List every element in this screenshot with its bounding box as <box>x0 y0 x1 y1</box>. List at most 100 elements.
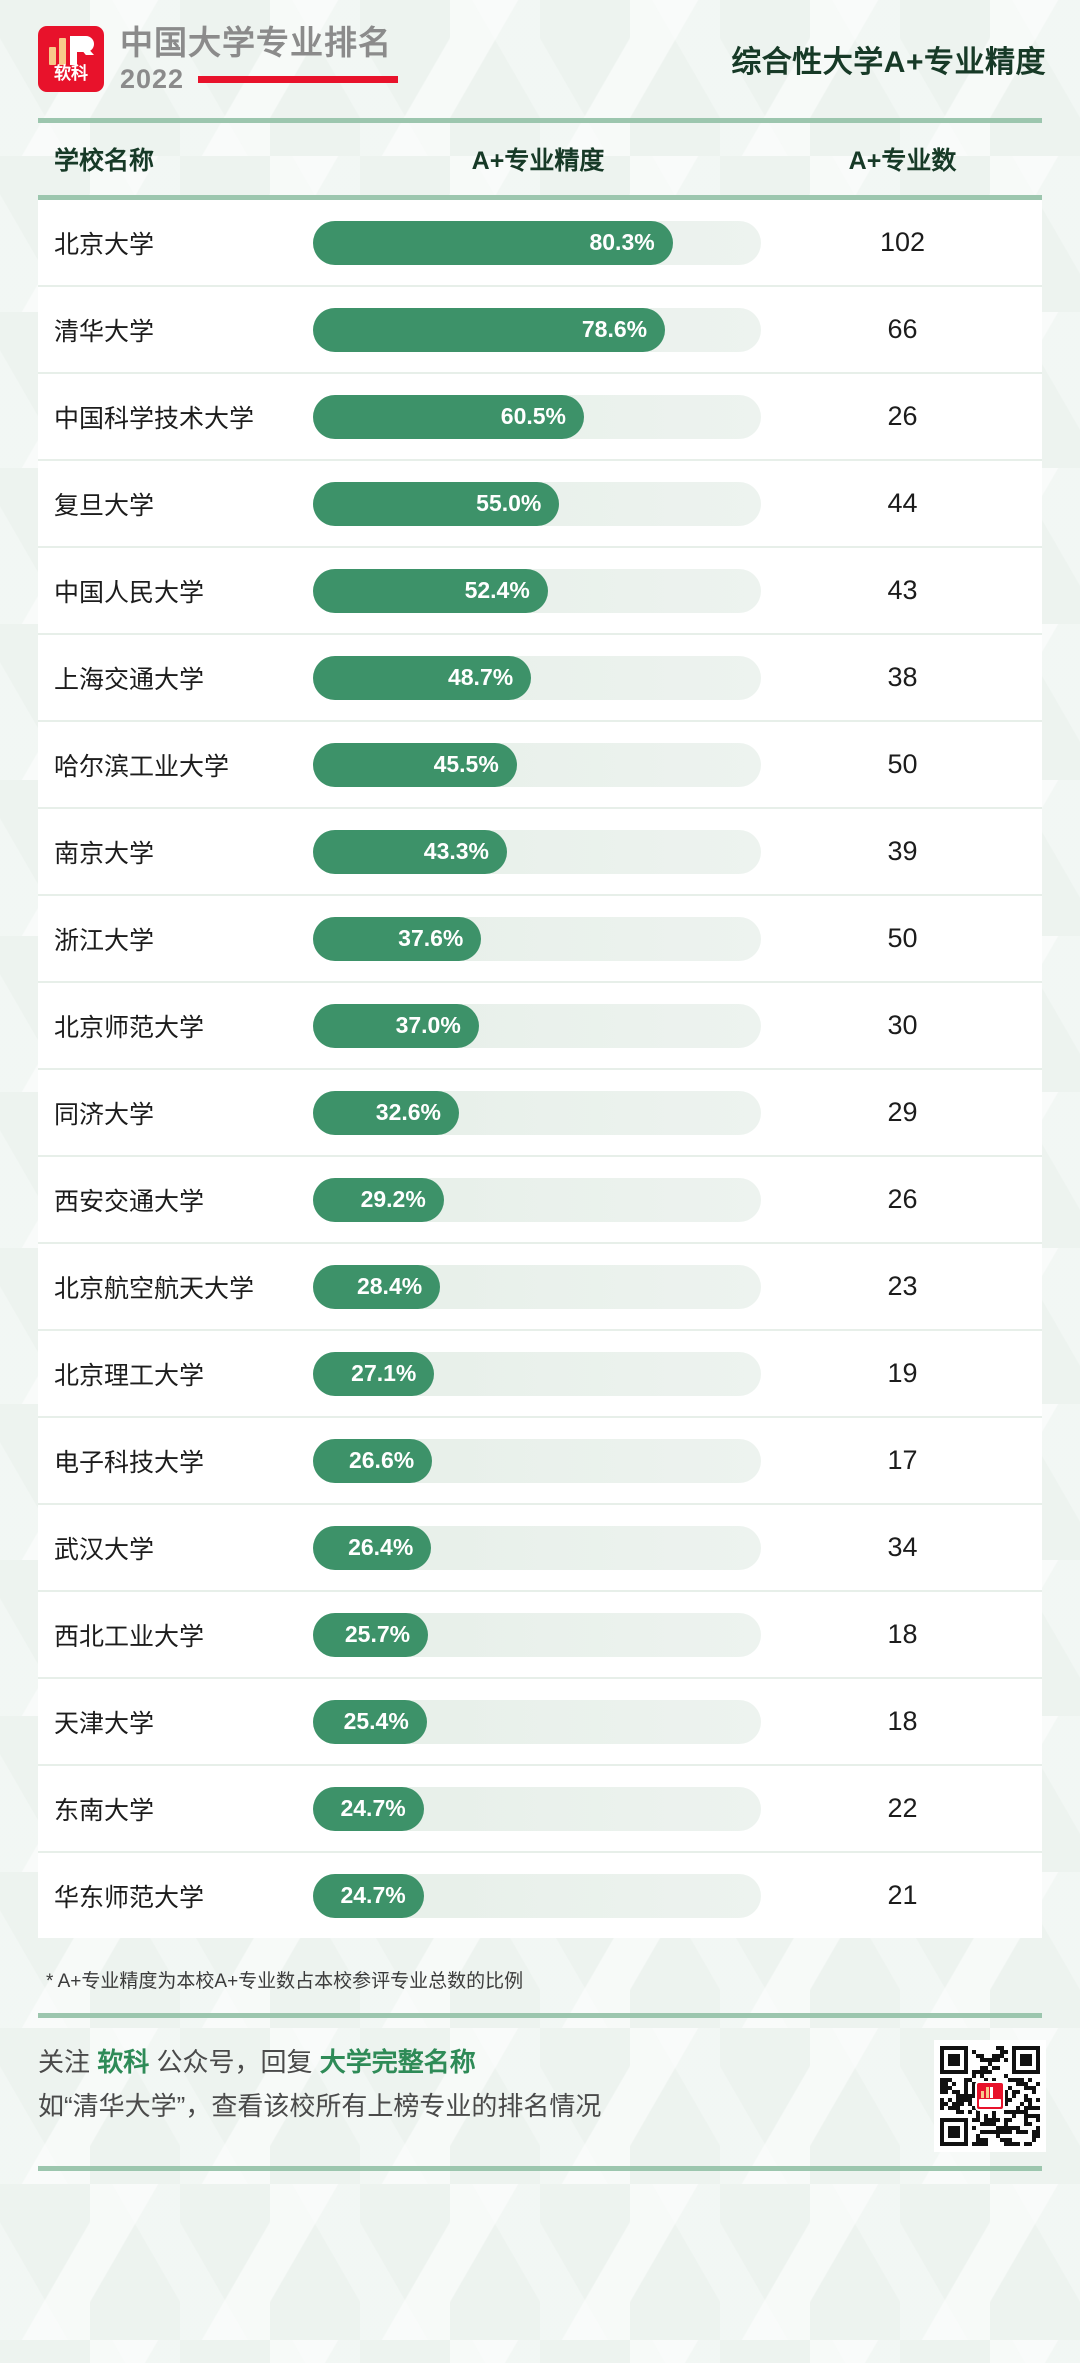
footer-keyword-em: 大学完整名称 <box>319 2047 476 2077</box>
footer-line1-mid: 公众号，回复 <box>149 2047 320 2077</box>
table-row: 同济大学 32.6% 29 <box>38 1070 1042 1157</box>
precision-bar-cell: 45.5% <box>313 742 763 787</box>
bar-track: 29.2% <box>313 1177 761 1222</box>
university-name: 北京理工大学 <box>54 1361 205 1390</box>
bar-track: 24.7% <box>313 1873 761 1918</box>
precision-value: 60.5% <box>500 403 566 429</box>
bar-track: 28.4% <box>313 1264 761 1309</box>
aplus-count: 50 <box>887 749 918 779</box>
bar-track: 45.5% <box>313 742 761 787</box>
brand: 软科 中国大学专业排名 2022 <box>38 24 399 94</box>
university-name: 中国科学技术大学 <box>54 404 255 433</box>
aplus-count: 34 <box>887 1532 918 1562</box>
aplus-count: 30 <box>887 1010 918 1040</box>
precision-bar-cell: 26.6% <box>313 1438 763 1483</box>
aplus-count: 19 <box>887 1358 918 1388</box>
bar-fill: 37.0% <box>313 1003 479 1048</box>
qr-code[interactable] <box>934 2040 1046 2152</box>
aplus-count: 26 <box>887 401 918 431</box>
university-name: 中国人民大学 <box>54 578 205 607</box>
precision-value: 26.6% <box>348 1447 415 1473</box>
university-name: 清华大学 <box>54 317 155 346</box>
table-row: 北京大学 80.3% 102 <box>38 200 1042 287</box>
table-row: 东南大学 24.7% 22 <box>38 1766 1042 1853</box>
university-name: 北京航空航天大学 <box>54 1274 255 1303</box>
brand-year: 2022 <box>120 64 185 94</box>
precision-value: 37.6% <box>398 925 464 951</box>
aplus-count: 23 <box>887 1271 918 1301</box>
bar-fill: 55.0% <box>313 481 560 526</box>
bar-track: 32.6% <box>313 1090 761 1135</box>
footer-line-1: 关注 软科 公众号，回复 大学完整名称 <box>38 2040 934 2084</box>
precision-bar-cell: 25.4% <box>313 1699 763 1744</box>
bar-track: 37.6% <box>313 916 761 961</box>
precision-value: 78.6% <box>581 316 648 342</box>
aplus-count: 29 <box>887 1097 918 1127</box>
bar-fill: 80.3% <box>313 220 673 265</box>
precision-value: 32.6% <box>375 1099 441 1125</box>
precision-bar-cell: 55.0% <box>313 481 763 526</box>
precision-bar-cell: 80.3% <box>313 220 763 265</box>
table-row: 北京师范大学 37.0% 30 <box>38 983 1042 1070</box>
brand-text: 中国大学专业排名 2022 <box>120 24 399 94</box>
footer-brand-em: 软科 <box>97 2047 150 2077</box>
aplus-count: 18 <box>887 1619 918 1649</box>
table-row: 电子科技大学 26.6% 17 <box>38 1418 1042 1505</box>
precision-value: 24.7% <box>340 1882 406 1908</box>
university-name: 西安交通大学 <box>54 1187 205 1216</box>
precision-bar-cell: 48.7% <box>313 655 763 700</box>
university-name: 西北工业大学 <box>54 1622 205 1651</box>
bar-fill: 37.6% <box>313 916 482 961</box>
qr-center-logo-icon <box>975 2081 1005 2111</box>
precision-value: 28.4% <box>356 1273 423 1299</box>
university-name: 南京大学 <box>54 839 155 868</box>
precision-bar-cell: 37.6% <box>313 916 763 961</box>
precision-bar-cell: 27.1% <box>313 1351 763 1396</box>
footnote: * A+专业精度为本校A+专业数占本校参评专业总数的比例 <box>46 1971 524 1992</box>
precision-bar-cell: 24.7% <box>313 1873 763 1918</box>
university-name: 北京大学 <box>54 230 155 259</box>
bar-fill: 24.7% <box>313 1873 424 1918</box>
precision-bar-cell: 28.4% <box>313 1264 763 1309</box>
bar-track: 80.3% <box>313 220 761 265</box>
logo-text: 软科 <box>54 64 88 83</box>
section-divider <box>38 2013 1042 2018</box>
university-name: 电子科技大学 <box>54 1448 205 1477</box>
bar-fill: 45.5% <box>313 742 517 787</box>
bar-fill: 27.1% <box>313 1351 435 1396</box>
table-row: 上海交通大学 48.7% 38 <box>38 635 1042 722</box>
bar-track: 26.6% <box>313 1438 761 1483</box>
bar-track: 26.4% <box>313 1525 761 1570</box>
bar-fill: 48.7% <box>313 655 532 700</box>
bar-fill: 24.7% <box>313 1786 424 1831</box>
column-header-precision: A+专业精度 <box>471 147 605 175</box>
precision-value: 48.7% <box>447 664 514 690</box>
precision-bar-cell: 78.6% <box>313 307 763 352</box>
precision-value: 37.0% <box>395 1012 461 1038</box>
precision-value: 45.5% <box>433 751 499 777</box>
aplus-count: 17 <box>887 1445 918 1475</box>
table-row: 清华大学 78.6% 66 <box>38 287 1042 374</box>
precision-value: 25.4% <box>343 1708 409 1734</box>
bar-track: 37.0% <box>313 1003 761 1048</box>
footer: 关注 软科 公众号，回复 大学完整名称 如“清华大学”，查看该校所有上榜专业的排… <box>0 2018 1080 2152</box>
aplus-count: 21 <box>887 1880 918 1910</box>
bar-track: 43.3% <box>313 829 761 874</box>
bar-track: 55.0% <box>313 481 761 526</box>
precision-bar-cell: 25.7% <box>313 1612 763 1657</box>
aplus-count: 18 <box>887 1706 918 1736</box>
bar-fill: 29.2% <box>313 1177 444 1222</box>
table-row: 浙江大学 37.6% 50 <box>38 896 1042 983</box>
precision-value: 29.2% <box>360 1186 426 1212</box>
bar-track: 60.5% <box>313 394 761 439</box>
bar-fill: 26.4% <box>313 1525 432 1570</box>
table-row: 中国人民大学 52.4% 43 <box>38 548 1042 635</box>
precision-value: 25.7% <box>344 1621 411 1647</box>
brand-title: 中国大学专业排名 <box>120 24 392 61</box>
bar-track: 25.7% <box>313 1612 761 1657</box>
table-body: 北京大学 80.3% 102 清华大学 78.6% 66 中国科学技术大学 60.5% 26 复旦… <box>38 200 1042 1938</box>
table-row: 西北工业大学 25.7% 18 <box>38 1592 1042 1679</box>
precision-bar-cell: 32.6% <box>313 1090 763 1135</box>
bar-fill: 25.7% <box>313 1612 429 1657</box>
table-row: 哈尔滨工业大学 45.5% 50 <box>38 722 1042 809</box>
